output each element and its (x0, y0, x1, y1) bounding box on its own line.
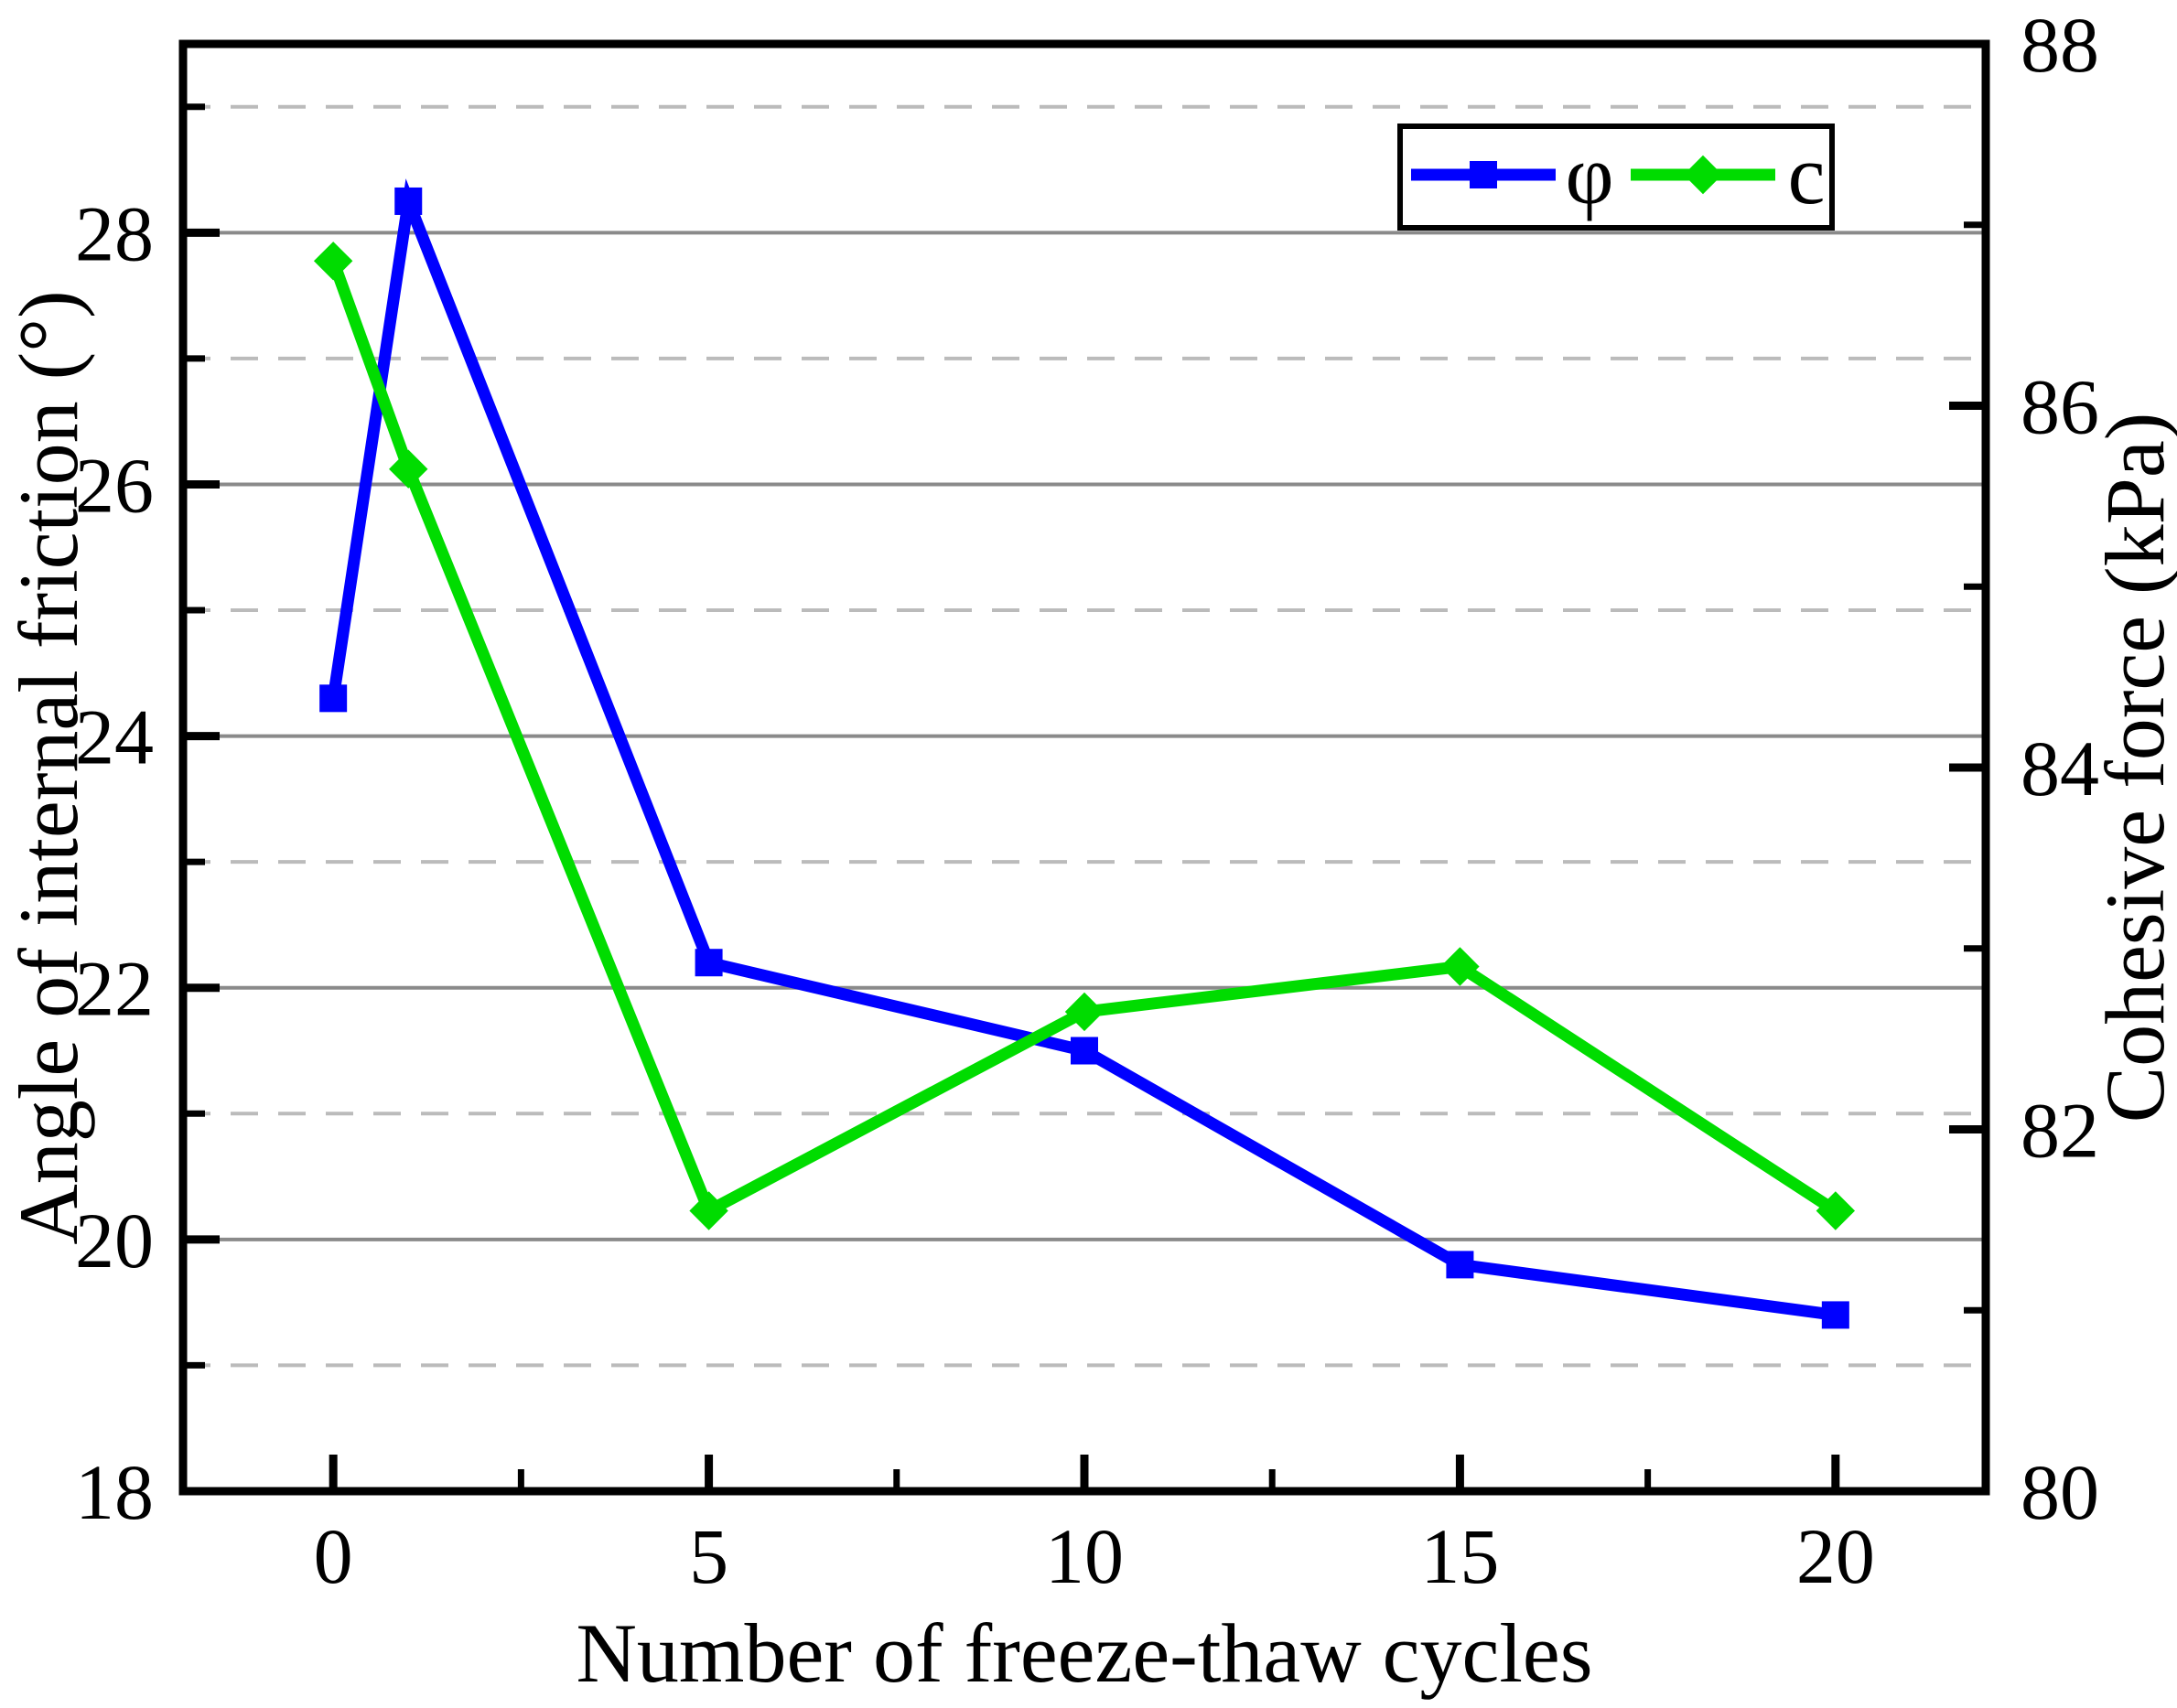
square-marker-φ (1821, 1301, 1849, 1329)
axis-ticks (179, 39, 1989, 1496)
axis-tick-labels: 18 20 22 24 26 28 80 82 84 86 88 0 5 10 15 20 (75, 1, 2099, 1600)
legend-phi-marker (1470, 161, 1497, 188)
left-axis-tick-label: 26 (75, 441, 154, 529)
diamond-marker-c (389, 449, 428, 489)
diamond-marker-c (1816, 1191, 1856, 1230)
square-marker-φ (319, 684, 348, 713)
right-axis-tick-label: 82 (2021, 1087, 2099, 1175)
square-marker-φ (695, 949, 723, 977)
series-line-φ (327, 178, 1837, 1321)
square-marker-φ (1446, 1251, 1474, 1279)
x-axis-title: Number of freeze-thaw cycles (576, 1606, 1592, 1700)
x-axis-tick-label: 20 (1796, 1512, 1875, 1600)
square-marker-φ (1071, 1037, 1098, 1065)
left-axis-tick-label: 20 (75, 1197, 154, 1284)
left-y-axis-title: Angle of internal friction (°) (2, 290, 95, 1244)
legend: φ c (1397, 124, 1835, 231)
diamond-marker-c (1440, 947, 1480, 986)
gridlines (183, 104, 1986, 1368)
left-axis-tick-label: 18 (75, 1448, 154, 1536)
plot-frame (178, 39, 1990, 1496)
diamond-marker-c (689, 1191, 728, 1230)
right-y-axis-title: Cohesive force (kPa) (2088, 413, 2177, 1123)
x-axis-tick-label: 5 (689, 1512, 728, 1600)
series-line-c (328, 259, 1839, 1219)
legend-c-label: c (1788, 128, 1826, 221)
left-axis-tick-label: 28 (75, 189, 154, 277)
legend-c-marker (1683, 155, 1723, 195)
diamond-marker-c (1064, 992, 1105, 1032)
x-axis-tick-label: 0 (314, 1512, 353, 1600)
left-axis-tick-label: 22 (75, 945, 154, 1033)
right-axis-tick-label: 88 (2021, 1, 2099, 89)
data-series (313, 178, 1856, 1329)
left-axis-tick-label: 24 (75, 693, 154, 781)
x-axis-tick-label: 10 (1045, 1512, 1124, 1600)
right-axis-tick-label: 80 (2021, 1448, 2099, 1536)
x-axis-tick-label: 15 (1420, 1512, 1499, 1600)
right-axis-tick-label: 84 (2021, 725, 2099, 812)
right-axis-tick-label: 86 (2021, 363, 2099, 451)
diamond-marker-c (313, 242, 353, 281)
square-marker-φ (394, 187, 423, 215)
legend-phi-label: φ (1565, 128, 1613, 221)
